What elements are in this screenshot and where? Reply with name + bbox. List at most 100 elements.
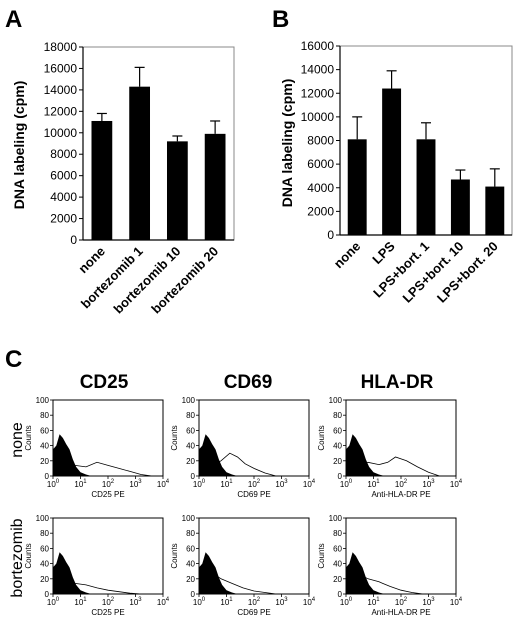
isotype-histogram: [53, 552, 92, 594]
y-tick-label: 2000: [50, 212, 77, 226]
y-tick-label: 6000: [307, 157, 334, 171]
x-category-label: none: [75, 244, 108, 277]
stained-histogram: [345, 570, 424, 595]
y-axis-label: Counts: [170, 425, 179, 450]
column-title-hla-dr: HLA-DR: [361, 372, 434, 393]
y-tick-label: 10000: [301, 110, 335, 124]
x-tick-label: 102: [102, 479, 115, 489]
x-tick-label: 104: [303, 479, 316, 489]
y-tick-label: 20: [40, 575, 49, 584]
histogram-cd25-bortezomib: 0 20 40 60 80 100 Counts 100 101 102 103 104 CD25 PE: [24, 514, 170, 617]
y-tick-label: 60: [40, 544, 49, 553]
histogram-cd69-none: 0 20 40 60 80 100 Counts 100 101 102 103 104 CD69 PE: [170, 396, 316, 499]
bar-2: [129, 86, 151, 240]
x-tick-label: 104: [450, 479, 463, 489]
y-tick-label: 20: [186, 457, 195, 466]
row-label-none: none: [9, 422, 26, 458]
x-tick-label: 100: [193, 479, 206, 489]
x-category-label: none: [331, 239, 364, 272]
x-tick-label: 100: [340, 479, 353, 489]
stained-histogram: [52, 461, 153, 477]
x-axis-label: CD69 PE: [237, 490, 270, 499]
bar-chart-a: DNA labeling (cpm) 0 2000 4000 6000 8000 1000…: [11, 40, 235, 317]
y-tick-label: 6000: [50, 169, 77, 183]
y-tick-label: 0: [191, 590, 196, 599]
y-tick-label: 0: [338, 472, 343, 481]
histogram-hla-dr-bortezomib: 0 20 40 60 80 100 Counts 100 101 102 103 104 Anti-HL…: [317, 514, 463, 617]
y-tick-label: 0: [45, 472, 50, 481]
y-tick-label: 4000: [50, 190, 77, 204]
x-tick-label: 101: [74, 479, 87, 489]
bar-2: [382, 88, 402, 236]
isotype-histogram: [346, 552, 385, 594]
y-tick-label: 100: [182, 514, 196, 523]
y-axis-label: Counts: [170, 543, 179, 568]
y-tick-label: 10000: [44, 126, 78, 140]
y-tick-label: 8000: [50, 147, 77, 161]
x-tick-label: 103: [275, 479, 288, 489]
y-tick-label: 14000: [301, 63, 335, 77]
x-category-label: bortezomib 10: [111, 244, 184, 317]
isotype-histogram: [346, 434, 385, 476]
y-tick-label: 100: [329, 396, 343, 405]
y-tick-label: 0: [70, 233, 77, 247]
y-tick-label: 20: [186, 575, 195, 584]
y-axis-label: Counts: [317, 425, 326, 450]
y-tick-label: 0: [45, 590, 50, 599]
histogram-frame: [198, 517, 310, 595]
y-axis-label-b: DNA labeling (cpm): [279, 79, 295, 208]
y-tick-label: 0: [191, 472, 196, 481]
x-tick-label: 101: [220, 479, 233, 489]
bar-5: [485, 186, 505, 235]
column-title-cd25: CD25: [80, 372, 129, 393]
y-tick-label: 100: [36, 396, 50, 405]
y-tick-label: 18000: [44, 40, 78, 54]
x-tick-label: 100: [47, 479, 60, 489]
x-axis-label: Anti-HLA-DR PE: [371, 490, 430, 499]
x-tick-label: 102: [248, 479, 261, 489]
bar-1: [347, 139, 367, 235]
x-category-label: bortezomib 20: [148, 244, 221, 317]
y-tick-label: 60: [186, 426, 195, 435]
x-tick-label: 102: [102, 597, 115, 607]
x-tick-label: 102: [248, 597, 261, 607]
x-tick-label: 103: [422, 597, 435, 607]
bar-3: [166, 141, 188, 240]
y-tick-label: 60: [40, 426, 49, 435]
histogram-hla-dr-none: 0 20 40 60 80 100 Counts 100 101 102 103 104 Anti-HL…: [317, 396, 463, 499]
x-axis-label: CD25 PE: [91, 608, 124, 617]
y-tick-label: 60: [333, 426, 342, 435]
isotype-histogram: [199, 552, 238, 594]
y-tick-label: 80: [40, 529, 49, 538]
bar-1: [91, 120, 113, 240]
x-tick-label: 102: [395, 597, 408, 607]
isotype-histogram: [199, 434, 238, 476]
y-tick-label: 40: [40, 442, 49, 451]
stained-histogram: [345, 456, 440, 477]
x-axis-label: Anti-HLA-DR PE: [371, 608, 430, 617]
stained-histogram: [198, 452, 277, 477]
x-tick-label: 104: [157, 597, 170, 607]
row-label-bortezomib: bortezomib: [9, 518, 26, 597]
y-tick-label: 80: [333, 529, 342, 538]
y-tick-label: 80: [186, 529, 195, 538]
x-tick-label: 103: [129, 597, 142, 607]
y-tick-label: 100: [36, 514, 50, 523]
y-tick-label: 40: [186, 442, 195, 451]
y-tick-label: 40: [333, 442, 342, 451]
x-tick-label: 104: [303, 597, 316, 607]
y-axis-label: Counts: [24, 425, 33, 450]
y-axis-label-a: DNA labeling (cpm): [11, 81, 27, 210]
y-tick-label: 40: [186, 560, 195, 569]
flow-cytometry-grid: CD25 CD69 HLA-DR none bortezomib 0 20 40 60…: [9, 372, 463, 617]
x-tick-label: 103: [129, 479, 142, 489]
x-tick-label: 100: [47, 597, 60, 607]
y-tick-label: 4000: [307, 181, 334, 195]
x-tick-label: 101: [220, 597, 233, 607]
x-category-label: LPS: [369, 238, 398, 267]
x-tick-label: 101: [74, 597, 87, 607]
x-tick-label: 103: [422, 479, 435, 489]
histogram-cells: 0 20 40 60 80 100 Counts 100 101 102 103 104 CD25 PE…: [24, 396, 463, 617]
x-axis-label: CD25 PE: [91, 490, 124, 499]
y-tick-label: 16000: [44, 61, 78, 75]
